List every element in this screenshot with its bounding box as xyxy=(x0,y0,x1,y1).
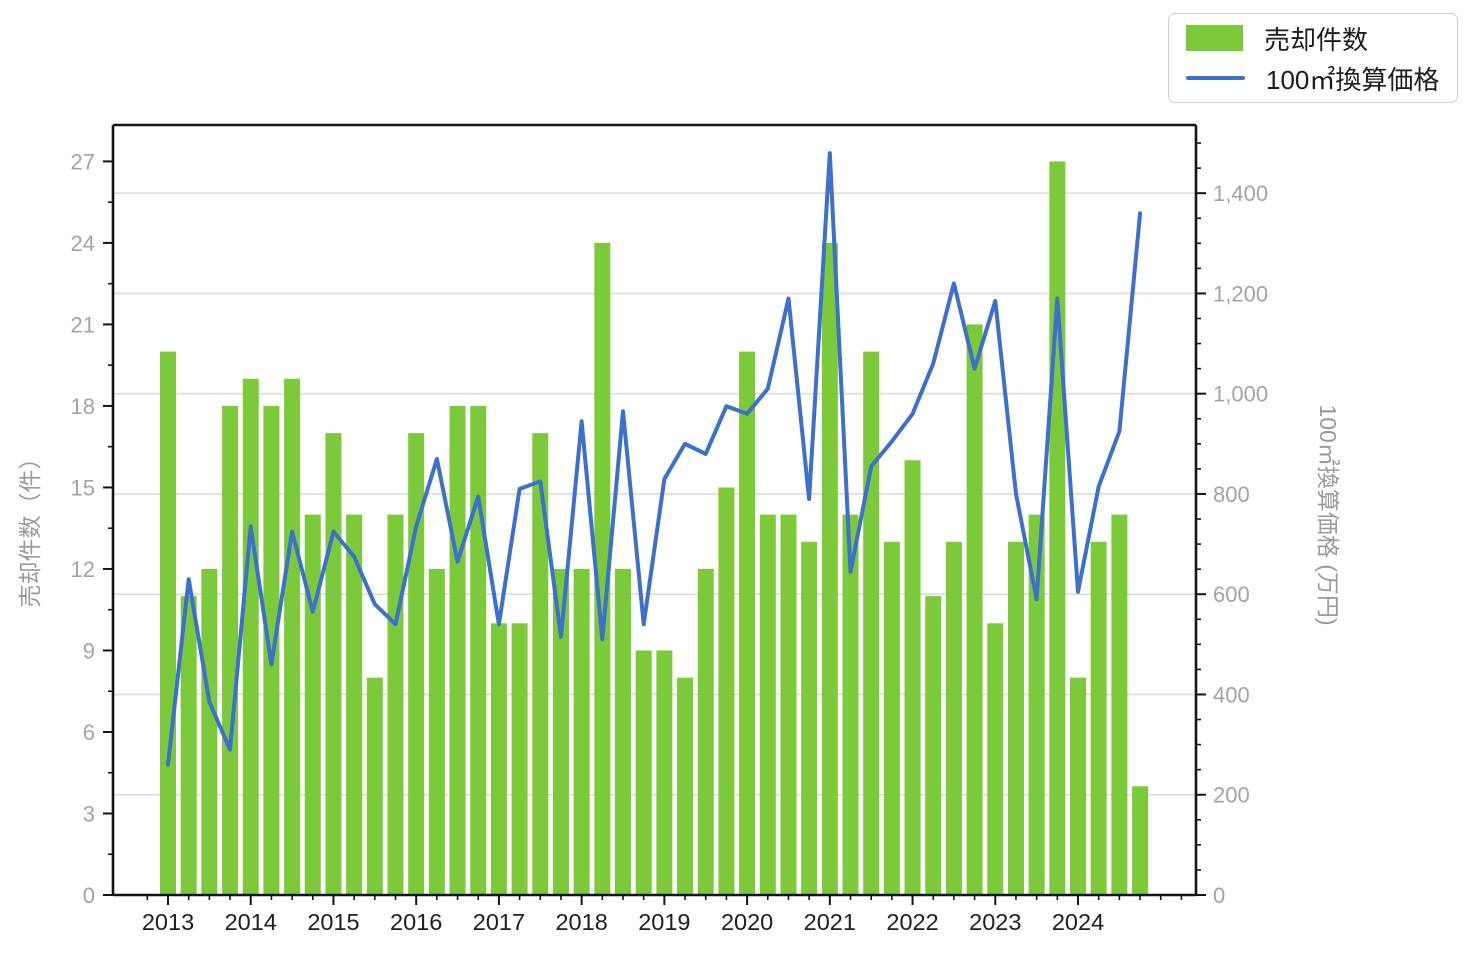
y-right-tick-label: 600 xyxy=(1213,582,1250,607)
x-tick-label-2024: 2024 xyxy=(1052,909,1104,935)
y-left-tick-label: 0 xyxy=(83,883,95,908)
bar-2019Q2 xyxy=(677,677,694,895)
bar-2014Q2 xyxy=(263,405,280,895)
bar-2024Q3 xyxy=(1111,514,1128,895)
bar-2013Q4 xyxy=(222,405,239,895)
bar-2016Q3 xyxy=(449,405,466,895)
bar-2022Q4 xyxy=(966,324,983,896)
legend-item-price: 100㎡換算価格 xyxy=(1186,63,1457,95)
bar-2021Q3 xyxy=(863,351,880,895)
bar-2019Q3 xyxy=(697,568,714,895)
y-right-tick-label: 200 xyxy=(1213,783,1250,808)
bar-2024Q4 xyxy=(1132,786,1149,895)
bar-2017Q3 xyxy=(532,433,549,895)
x-tick-label-2023: 2023 xyxy=(969,909,1021,935)
x-tick-label-2021: 2021 xyxy=(804,909,856,935)
y-left-tick-label: 21 xyxy=(71,312,95,337)
x-tick-label-2016: 2016 xyxy=(390,909,442,935)
price-line xyxy=(166,151,1143,767)
bar-2016Q2 xyxy=(428,568,445,895)
x-tick-label-2014: 2014 xyxy=(225,909,277,935)
bar-2014Q3 xyxy=(284,378,301,895)
y-right-tick-label: 1,400 xyxy=(1213,181,1268,206)
bar-2015Q3 xyxy=(366,677,383,895)
x-tick-label-2019: 2019 xyxy=(638,909,690,935)
bar-2017Q2 xyxy=(511,623,528,895)
x-tick-label-2017: 2017 xyxy=(473,909,525,935)
y-left-axis-title: 売却件数（件） xyxy=(17,447,43,608)
bar-2024Q2 xyxy=(1090,541,1107,895)
bar-2022Q2 xyxy=(925,596,942,895)
y-left-tick-label: 6 xyxy=(83,720,95,745)
bar-2018Q4 xyxy=(635,650,652,895)
bar-2015Q2 xyxy=(346,514,363,895)
bar-2020Q3 xyxy=(780,514,797,895)
y-right-tick-label: 1,200 xyxy=(1213,281,1268,306)
bar-2020Q4 xyxy=(801,541,818,895)
bar-2016Q4 xyxy=(470,405,487,895)
bar-2017Q1 xyxy=(490,623,507,895)
bar-2023Q4 xyxy=(1049,161,1066,895)
bar-2023Q2 xyxy=(1007,541,1024,895)
y-right-tick-label: 400 xyxy=(1213,682,1250,707)
bar-2013Q2 xyxy=(180,596,197,895)
bar-2014Q1 xyxy=(242,378,259,895)
legend-line-swatch-icon xyxy=(1186,76,1245,80)
bar-2019Q1 xyxy=(656,650,673,895)
bar-2022Q3 xyxy=(945,541,962,895)
y-right-axis-title: 100㎡換算価格 (万円) xyxy=(1315,404,1341,625)
y-left-tick-label: 18 xyxy=(71,394,95,419)
bar-2014Q4 xyxy=(304,514,321,895)
y-left-tick-label: 27 xyxy=(71,149,95,174)
bar-2020Q2 xyxy=(759,514,776,895)
bar-2021Q2 xyxy=(842,514,859,895)
bar-2013Q1 xyxy=(160,351,176,895)
bar-2023Q1 xyxy=(987,623,1004,895)
bar-2022Q1 xyxy=(904,460,921,895)
bar-2019Q4 xyxy=(718,487,735,895)
y-right-tick-label: 0 xyxy=(1213,883,1225,908)
y-left-tick-label: 9 xyxy=(83,638,95,663)
bar-2021Q4 xyxy=(883,541,900,895)
bar-2018Q2 xyxy=(594,242,611,895)
bar-2024Q1 xyxy=(1070,677,1087,895)
bar-2015Q4 xyxy=(387,514,404,895)
y-left-tick-label: 12 xyxy=(71,557,95,582)
x-tick-label-2022: 2022 xyxy=(886,909,938,935)
y-left-tick-label: 24 xyxy=(71,231,95,256)
y-left-tick-label: 15 xyxy=(71,475,95,500)
y-right-tick-label: 800 xyxy=(1213,482,1250,507)
y-right-tick-label: 1,000 xyxy=(1213,382,1268,407)
bar-2013Q3 xyxy=(201,568,218,895)
bar-2020Q1 xyxy=(739,351,756,895)
bar-2017Q4 xyxy=(552,568,569,895)
legend-item-sales: 売却件数 xyxy=(1186,23,1457,55)
bar-2023Q3 xyxy=(1028,514,1045,895)
legend-bar-swatch-icon xyxy=(1186,25,1243,51)
x-tick-label-2018: 2018 xyxy=(555,909,607,935)
x-tick-label-2020: 2020 xyxy=(721,909,773,935)
x-tick-label-2015: 2015 xyxy=(307,909,359,935)
bar-2021Q1 xyxy=(821,242,838,895)
bar-2018Q3 xyxy=(615,568,632,895)
x-tick-label-2013: 2013 xyxy=(142,909,194,935)
bar-2015Q1 xyxy=(325,433,342,895)
legend-label-sales: 売却件数 xyxy=(1264,24,1369,55)
legend-label-price: 100㎡換算価格 xyxy=(1266,64,1440,95)
y-left-tick-label: 3 xyxy=(83,801,95,826)
legend: 売却件数 100㎡換算価格 xyxy=(1168,13,1458,103)
bar-2018Q1 xyxy=(573,568,590,895)
